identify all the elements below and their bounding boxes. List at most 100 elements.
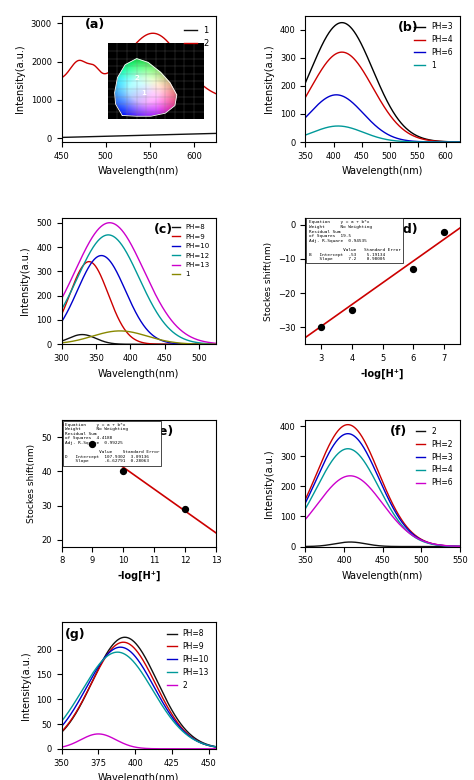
- PH=10: [213, 339, 219, 349]
- 2: [176, 51, 182, 61]
- 1: [302, 130, 308, 140]
- Line: 1: 1: [62, 331, 216, 344]
- Text: (g): (g): [65, 628, 85, 640]
- PH=4: [330, 51, 336, 61]
- PH=10: [133, 653, 139, 662]
- Line: PH=6: PH=6: [305, 476, 460, 546]
- Line: 2: 2: [62, 34, 216, 94]
- PH=13: [132, 659, 138, 668]
- PH=9: [120, 637, 126, 647]
- 1: [117, 326, 123, 335]
- PH=2: [373, 460, 378, 470]
- PH=4: [419, 134, 425, 144]
- Line: PH=3: PH=3: [305, 434, 460, 546]
- 2: [330, 540, 336, 549]
- PH=13: [107, 218, 112, 228]
- Text: (b): (b): [398, 21, 419, 34]
- PH=6: [343, 93, 348, 102]
- PH=6: [330, 480, 336, 490]
- PH=13: [150, 285, 155, 294]
- 1: [373, 132, 378, 141]
- PH=10: [150, 331, 155, 340]
- PH=9: [129, 332, 135, 342]
- PH=12: [162, 319, 168, 328]
- Y-axis label: Stockes shift(nm): Stockes shift(nm): [27, 444, 36, 523]
- PH=8: [79, 330, 85, 339]
- 1: [162, 336, 168, 346]
- 2: [192, 73, 198, 82]
- PH=8: [150, 339, 155, 349]
- Y-axis label: Intensity(a.u.): Intensity(a.u.): [20, 246, 30, 315]
- Point: [317, 321, 325, 333]
- 1: [175, 339, 181, 348]
- Text: (e): (e): [154, 425, 174, 438]
- PH=13: [213, 742, 219, 751]
- PH=9: [213, 339, 219, 349]
- PH=4: [302, 93, 308, 102]
- PH=3: [343, 19, 348, 28]
- Line: PH=10: PH=10: [62, 647, 216, 747]
- Line: PH=8: PH=8: [62, 335, 216, 344]
- PH=3: [330, 441, 336, 451]
- PH=6: [394, 516, 400, 526]
- PH=4: [457, 542, 463, 551]
- 2: [96, 729, 101, 739]
- PH=6: [406, 136, 411, 145]
- PH=12: [213, 339, 219, 349]
- Text: Equation    y = a + b*x
Weight      No Weighting
Residual Sum
of Squares  19.5
A: Equation y = a + b*x Weight No Weighting…: [309, 221, 401, 261]
- 1: [129, 328, 135, 337]
- Line: PH=4: PH=4: [305, 448, 460, 547]
- PH=6: [457, 541, 463, 551]
- PH=9: [210, 742, 215, 751]
- PH=6: [347, 471, 353, 480]
- PH=10: [132, 652, 138, 661]
- PH=8: [122, 633, 128, 642]
- PH=8: [213, 339, 219, 349]
- PH=3: [302, 78, 308, 87]
- PH=3: [419, 536, 425, 545]
- PH=10: [59, 722, 64, 731]
- PH=10: [118, 643, 123, 652]
- PH=3: [406, 126, 411, 135]
- PH=9: [151, 675, 156, 685]
- PH=2: [345, 420, 351, 429]
- PH=9: [99, 273, 104, 282]
- PH=9: [86, 257, 92, 266]
- PH=8: [99, 336, 104, 346]
- PH=3: [419, 133, 425, 143]
- Point: [410, 263, 417, 275]
- PH=4: [394, 119, 400, 128]
- Line: PH=9: PH=9: [62, 261, 216, 344]
- 1: [59, 133, 64, 142]
- PH=4: [419, 537, 425, 546]
- PH=4: [345, 444, 351, 453]
- PH=9: [133, 646, 139, 655]
- 1: [457, 137, 463, 147]
- PH=6: [330, 90, 336, 100]
- PH=3: [457, 541, 463, 551]
- X-axis label: Wavelength(nm): Wavelength(nm): [342, 166, 423, 176]
- 2: [59, 73, 64, 83]
- PH=8: [59, 336, 64, 346]
- PH=12: [150, 301, 155, 310]
- PH=6: [334, 90, 339, 100]
- Text: (f): (f): [390, 425, 408, 438]
- PH=3: [394, 112, 400, 122]
- 1: [148, 130, 154, 140]
- PH=13: [213, 339, 219, 348]
- PH=12: [175, 332, 181, 341]
- 2: [347, 537, 353, 547]
- 1: [191, 129, 197, 139]
- PH=10: [143, 667, 148, 676]
- Line: PH=6: PH=6: [305, 95, 460, 142]
- Line: PH=3: PH=3: [305, 23, 460, 142]
- PH=9: [175, 339, 181, 349]
- X-axis label: -log[H⁺]: -log[H⁺]: [361, 369, 404, 379]
- PH=13: [129, 241, 135, 250]
- PH=13: [143, 673, 148, 682]
- PH=6: [373, 121, 378, 130]
- 2: [132, 743, 138, 752]
- PH=12: [105, 230, 111, 239]
- PH=10: [186, 731, 191, 740]
- PH=13: [59, 294, 64, 303]
